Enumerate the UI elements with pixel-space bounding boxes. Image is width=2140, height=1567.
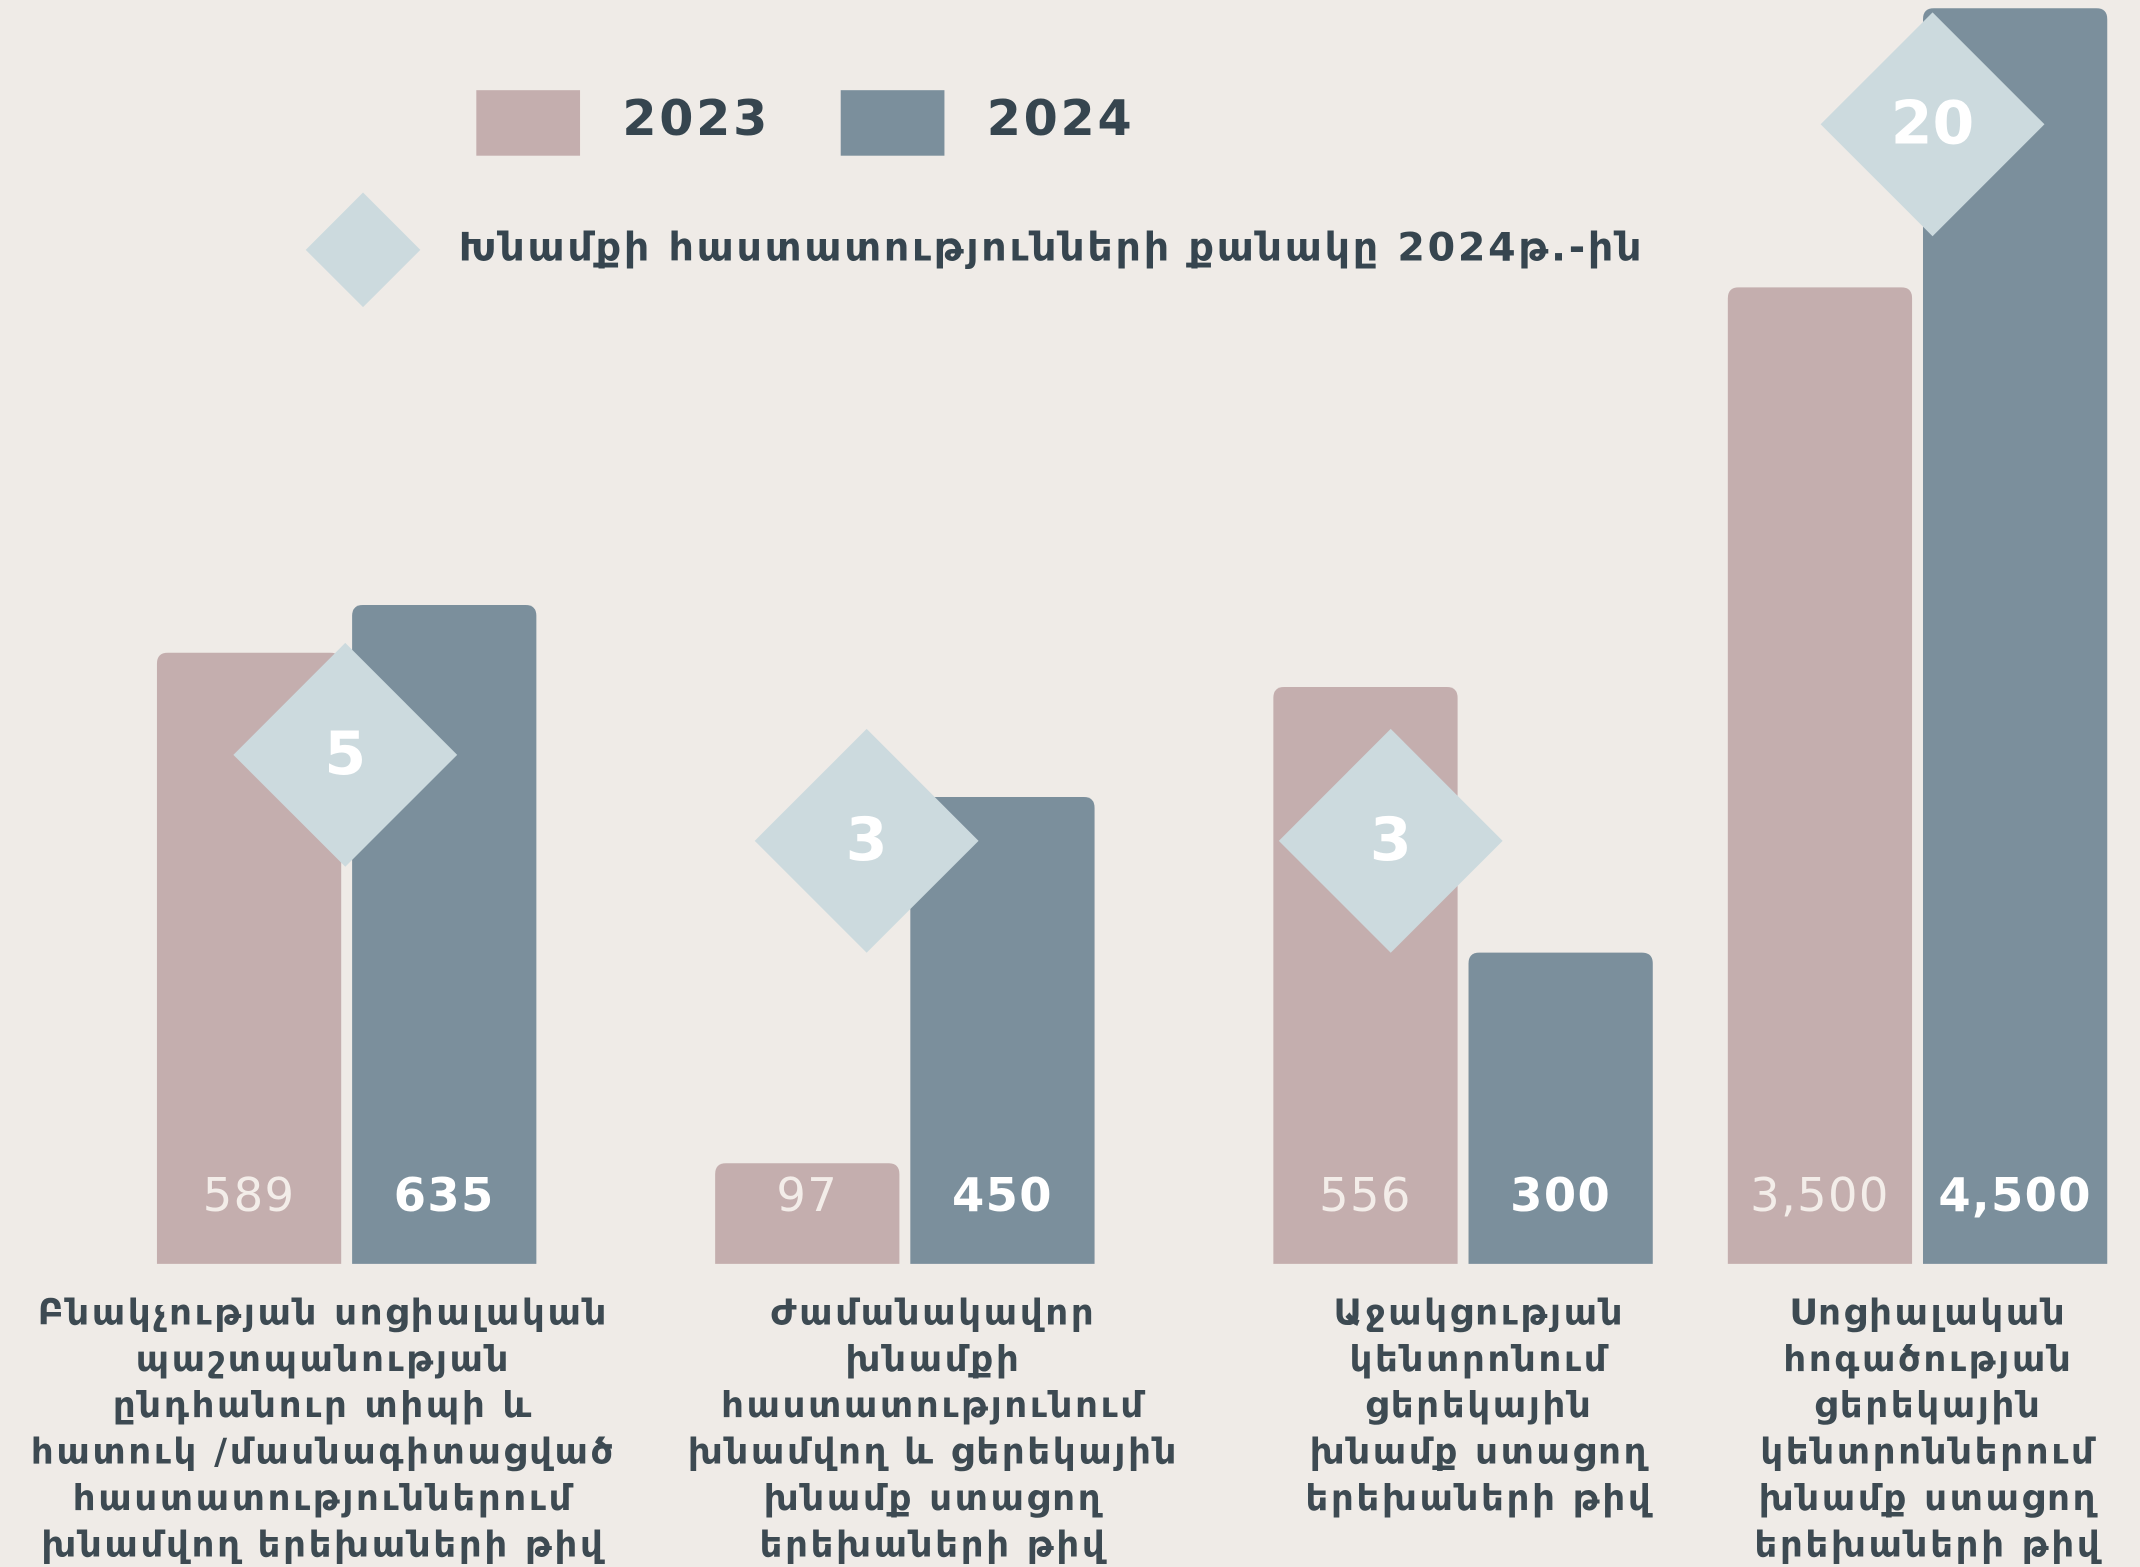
category-label: խնամվող երեխաների թիվ — [41, 1524, 605, 1565]
category-label: խնամվող և ցերեկային — [688, 1432, 1179, 1473]
category-label: հատուկ /մասնագիտացված — [31, 1432, 616, 1473]
category-label: խնամք ստացող — [764, 1478, 1103, 1519]
category-label: ընդհանուր տիպի և — [113, 1385, 534, 1426]
category-label: ցերեկային — [1814, 1385, 2042, 1426]
value-label: 589 — [203, 1168, 296, 1222]
legend-label: 2024 — [987, 89, 1135, 147]
value-label: 450 — [952, 1168, 1053, 1222]
diamond-marker — [233, 642, 458, 867]
category-label: Աջակցության — [1334, 1292, 1626, 1333]
diamond-label: 3 — [846, 805, 888, 875]
bar — [910, 796, 1095, 1264]
legend-label: 2023 — [622, 89, 770, 147]
category-label: պաշտպանության — [136, 1339, 511, 1380]
category-label: կենտրոնում — [1350, 1339, 1610, 1380]
diamond-label: 20 — [1891, 89, 1975, 159]
category-label: հաստատությունում — [721, 1385, 1146, 1426]
value-label: 4,500 — [1938, 1168, 2092, 1222]
bar — [1922, 8, 2108, 1264]
category-label: կենտրոններում — [1760, 1432, 2096, 1473]
category-label: հաստատություններում — [73, 1478, 574, 1519]
value-label: 635 — [394, 1168, 495, 1222]
category-label: հոգածության — [1783, 1339, 2073, 1380]
value-label: 97 — [776, 1168, 838, 1222]
legend-swatch — [840, 90, 945, 156]
category-label: ցերեկային — [1365, 1385, 1593, 1426]
category-label: խնամք ստացող — [1310, 1432, 1649, 1473]
bar — [1727, 287, 1913, 1264]
category-label: երեխաների թիվ — [1755, 1524, 2103, 1565]
diamond-label: 5 — [324, 719, 366, 789]
diamond-marker — [1820, 12, 2045, 237]
value-label: 300 — [1510, 1168, 1611, 1222]
legend-swatch — [476, 90, 581, 156]
category-label: Ժամանակավոր — [771, 1292, 1097, 1333]
bar — [715, 1163, 900, 1264]
value-label: 3,500 — [1750, 1168, 1890, 1222]
bar — [1468, 952, 1653, 1264]
category-label: խնամքի — [846, 1339, 1022, 1380]
category-label: երեխաների թիվ — [760, 1524, 1108, 1565]
category-label: Բնակչության սոցիալական — [38, 1292, 609, 1333]
legend-label: Խնամքի հաստատությունների քանակը 2024թ.-ի… — [459, 224, 1645, 270]
value-label: 556 — [1319, 1168, 1412, 1222]
category-label: երեխաների թիվ — [1306, 1478, 1654, 1519]
category-label: խնամք ստացող — [1759, 1478, 2098, 1519]
category-label: Սոցիալական — [1789, 1292, 2067, 1333]
diamond-label: 3 — [1370, 805, 1412, 875]
